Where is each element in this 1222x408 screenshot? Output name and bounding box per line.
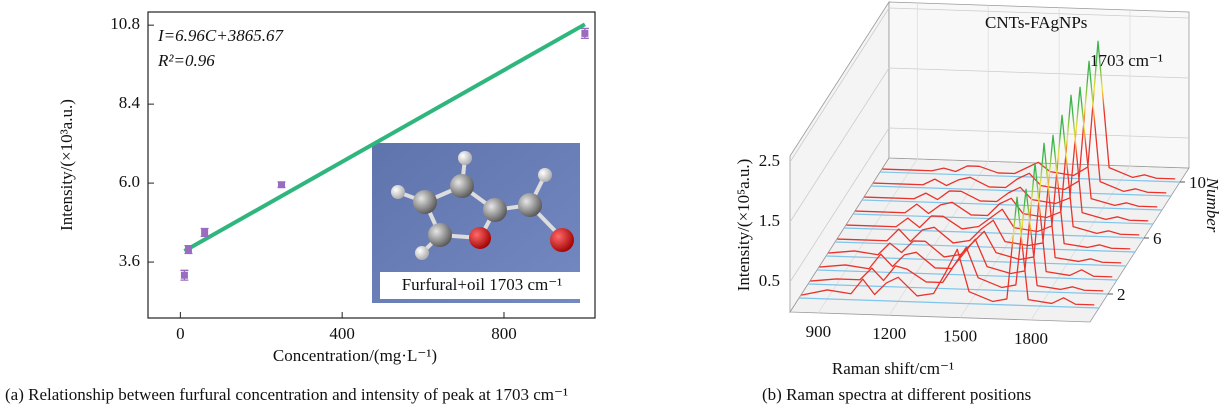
data-point: [201, 229, 208, 236]
depth-tick-label: 6: [1153, 229, 1162, 248]
x-tick-label: 1500: [943, 327, 977, 346]
depth-tick-label: 10: [1189, 173, 1206, 192]
page: Furfural+oil 1703 cm⁻¹ I=6.96C+3865.67 R…: [0, 0, 1222, 408]
y-tick-label: 10.8: [110, 14, 140, 33]
z-axis-label: Intensity/(×10⁵a.u.): [734, 159, 753, 292]
inset-label: Furfural+oil 1703 cm⁻¹: [402, 275, 563, 294]
panel-b: (b) Raman spectra at different positions…: [734, 2, 1222, 404]
z-tick-label: 0.5: [759, 271, 780, 290]
y-tick-label: 8.4: [119, 93, 141, 112]
z-tick-label: 2.5: [759, 151, 780, 170]
panel-a: Furfural+oil 1703 cm⁻¹ I=6.96C+3865.67 R…: [5, 12, 595, 404]
peak-annotation: 1703 cm⁻¹: [1090, 51, 1163, 70]
data-point: [278, 181, 285, 188]
equation: I=6.96C+3865.67: [157, 26, 284, 45]
x-tick-label: 900: [806, 322, 832, 341]
x-axis-label: Concentration/(mg·L⁻¹): [273, 346, 437, 365]
y-axis-label: Intensity/(×10³a.u.): [57, 99, 76, 231]
x-axis-label: Raman shift/cm⁻¹: [832, 359, 954, 378]
caption: (b) Raman spectra at different positions: [762, 385, 1031, 404]
x-tick-label: 400: [329, 324, 355, 343]
caption: (a) Relationship between furfural concen…: [5, 385, 568, 404]
x-tick-label: 800: [491, 324, 517, 343]
data-point: [581, 30, 588, 37]
panel-title: CNTs-FAgNPs: [985, 13, 1087, 32]
y-tick-label: 3.6: [119, 251, 140, 270]
depth-tick-label: 2: [1117, 285, 1126, 304]
x-tick-label: 1800: [1014, 329, 1048, 348]
x-tick-label: 1200: [872, 324, 906, 343]
data-point: [181, 272, 188, 279]
data-point: [185, 246, 192, 253]
z-tick-label: 1.5: [759, 211, 780, 230]
y-tick-label: 6.0: [119, 172, 140, 191]
r-squared: R²=0.96: [157, 51, 215, 70]
x-tick-label: 0: [176, 324, 185, 343]
figure: Furfural+oil 1703 cm⁻¹ I=6.96C+3865.67 R…: [0, 0, 1222, 408]
